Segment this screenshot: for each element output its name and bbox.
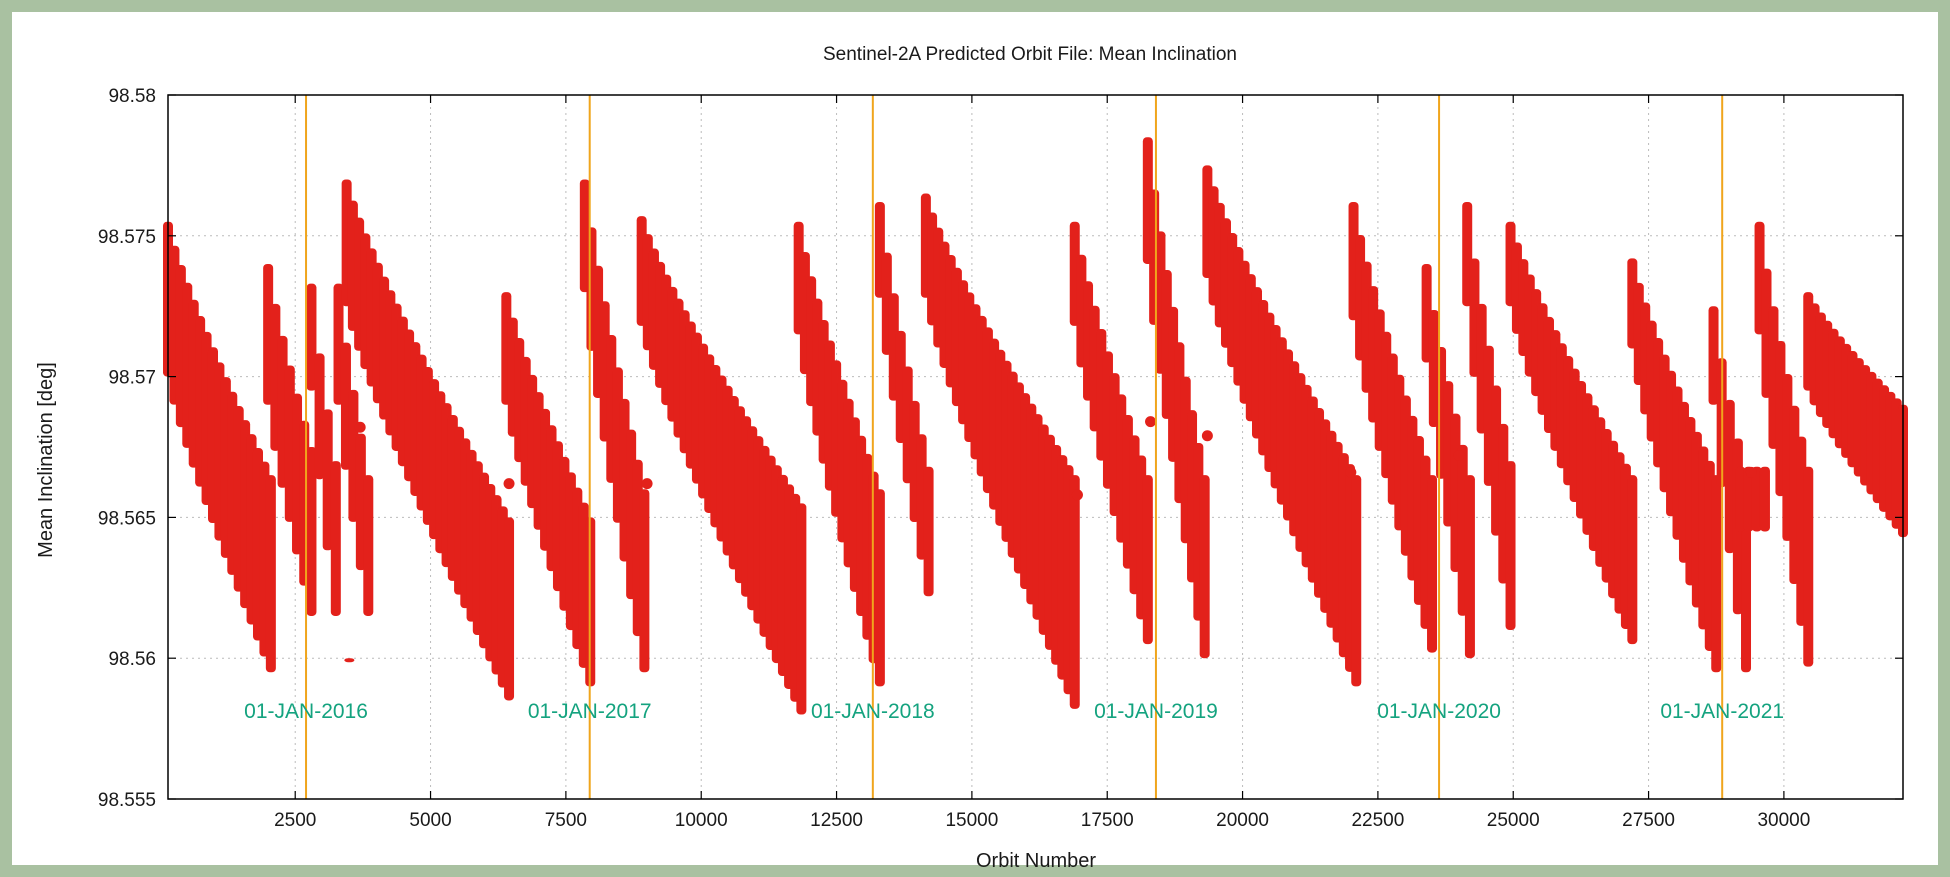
data-band [1202, 165, 1362, 687]
data-point [1803, 466, 1814, 667]
data-point [1345, 466, 1357, 478]
data-point [1505, 461, 1516, 631]
data-band [341, 179, 515, 701]
data-point [330, 461, 341, 616]
data-point [639, 489, 650, 673]
data-point [322, 409, 333, 551]
y-tick-label: 98.565 [98, 508, 156, 529]
data-point [1201, 430, 1213, 442]
data-point [503, 478, 515, 490]
x-tick-label: 17500 [1081, 810, 1134, 831]
data-point [1743, 466, 1754, 532]
data-point [1453, 449, 1465, 461]
x-axis-title: Orbit Number [976, 850, 1096, 872]
data-band [1069, 221, 1153, 645]
year-marker-label: 01-JAN-2021 [1660, 700, 1784, 723]
data-point [1199, 475, 1210, 659]
x-tick-label: 2500 [274, 810, 316, 831]
data-point [923, 466, 934, 597]
data-point [1751, 466, 1762, 532]
data-point [1071, 489, 1083, 501]
data-point [641, 478, 653, 490]
year-marker-label: 01-JAN-2017 [528, 700, 652, 723]
data-point [796, 503, 807, 715]
data-point [1627, 475, 1638, 645]
data-point [1351, 475, 1362, 687]
data-point [306, 283, 317, 391]
axis-ticks: 2500 5000 7500 10000 12500 15000 17500 20000 225… [98, 86, 1903, 831]
x-tick-label: 12500 [810, 810, 863, 831]
data-point [354, 421, 366, 433]
data-point [504, 517, 515, 701]
x-tick-label: 30000 [1757, 810, 1810, 831]
data-band [333, 283, 374, 616]
x-tick-label: 22500 [1351, 810, 1404, 831]
data-point [1464, 475, 1475, 659]
y-tick-label: 98.555 [98, 790, 156, 811]
data-point [1142, 475, 1153, 645]
chart-title: Sentinel-2A Predicted Orbit File: Mean I… [823, 44, 1237, 65]
y-tick-label: 98.58 [108, 86, 156, 107]
data-point [1145, 416, 1157, 428]
data-band [636, 216, 807, 715]
year-marker-label: 01-JAN-2016 [244, 700, 368, 723]
data-point [363, 475, 374, 616]
plot-border [167, 94, 1904, 800]
data-band [1754, 221, 1814, 667]
y-axis-title: Mean Inclination [deg] [35, 362, 57, 558]
data-band [344, 658, 355, 663]
x-tick-label: 10000 [675, 810, 728, 831]
data-band [1735, 466, 1770, 532]
year-marker-label: 01-JAN-2019 [1094, 700, 1218, 723]
data-band [793, 221, 885, 687]
x-tick-label: 25000 [1487, 810, 1540, 831]
data-band [501, 292, 596, 687]
x-tick-label: 27500 [1622, 810, 1675, 831]
year-marker-label: 01-JAN-2018 [811, 700, 935, 723]
data-band [1348, 202, 1438, 653]
data-band [1627, 258, 1722, 673]
data-point [314, 353, 325, 480]
data-point [1735, 466, 1746, 532]
data-point [1759, 466, 1770, 532]
year-marker-label: 01-JAN-2020 [1377, 700, 1501, 723]
y-tick-label: 98.56 [108, 649, 156, 670]
y-tick-label: 98.57 [108, 368, 156, 389]
data-point [306, 447, 317, 616]
data-band [1462, 202, 1516, 631]
data-point [1745, 466, 1757, 478]
data-point [1708, 306, 1719, 405]
data-band [1505, 221, 1638, 645]
data-band [920, 193, 1080, 709]
data-band [1142, 137, 1210, 659]
data-point [1711, 475, 1722, 673]
x-tick-label: 20000 [1216, 810, 1269, 831]
data-point [874, 489, 885, 687]
data-band [1803, 292, 1908, 538]
x-tick-label: 15000 [945, 810, 998, 831]
data-band [306, 283, 341, 616]
data-band [163, 221, 276, 673]
y-tick-label: 98.575 [98, 227, 156, 248]
year-markers: 01-JAN-2016 01-JAN-2017 01-JAN-2018 01-JAN-… [244, 95, 1784, 799]
data-point [265, 475, 276, 673]
data-point [1724, 399, 1735, 554]
data-point [1427, 475, 1438, 653]
data-point [1069, 475, 1080, 709]
data-series [163, 137, 1908, 715]
data-band [874, 202, 934, 597]
x-tick-label: 7500 [545, 810, 587, 831]
x-tick-label: 5000 [409, 810, 451, 831]
data-point [344, 658, 355, 663]
